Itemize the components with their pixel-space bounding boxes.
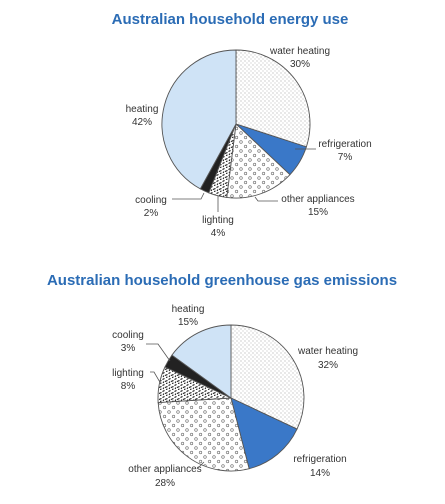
chart-1-pie bbox=[161, 49, 311, 199]
chart-1-slice-heating bbox=[161, 49, 237, 190]
chart-1-value-other-appliances: 15% bbox=[308, 207, 328, 218]
chart-1-label-heating: heating bbox=[126, 104, 159, 115]
chart-2-slice-heating bbox=[171, 324, 232, 399]
chart-1-title: Australian household energy use bbox=[112, 11, 349, 28]
chart-1-leader-cooling bbox=[172, 192, 205, 200]
chart-2-leader-cooling bbox=[146, 343, 171, 362]
chart-1-leader-other-appliances bbox=[254, 196, 278, 202]
chart-2-value-other-appliances: 28% bbox=[155, 478, 175, 489]
chart-1-label-refrigeration: refrigeration bbox=[318, 139, 371, 150]
chart-2-value-heating: 15% bbox=[178, 317, 198, 328]
chart-1-slice-other-appliances bbox=[226, 123, 291, 199]
chart-2-label-heating: heating bbox=[172, 304, 205, 315]
chart-1-value-water-heating: 30% bbox=[290, 59, 310, 70]
chart-1-slice-water-heating bbox=[235, 49, 311, 148]
chart-1-label-lighting: lighting bbox=[202, 215, 234, 226]
chart-1-value-refrigeration: 7% bbox=[338, 152, 353, 163]
chart-1-value-cooling: 2% bbox=[144, 208, 159, 219]
chart-2-value-lighting: 8% bbox=[121, 381, 136, 392]
chart-2-label-other-appliances: other appliances bbox=[128, 464, 201, 475]
chart-2-labels: water heating 32% refrigeration 14% othe… bbox=[112, 304, 358, 489]
chart-2-value-water-heating: 32% bbox=[318, 360, 338, 371]
chart-2-label-lighting: lighting bbox=[112, 368, 144, 379]
chart-2-value-cooling: 3% bbox=[121, 343, 136, 354]
chart-2-label-cooling: cooling bbox=[112, 330, 144, 341]
chart-1-value-heating: 42% bbox=[132, 117, 152, 128]
chart-2-value-refrigeration: 14% bbox=[310, 468, 330, 479]
chart-2-slice-other-appliances bbox=[157, 397, 250, 472]
chart-2-leader-other-appliances bbox=[197, 461, 205, 469]
chart-2-slice-refrigeration bbox=[230, 397, 298, 470]
chart-2-label-water-heating: water heating bbox=[297, 346, 358, 357]
chart-1-labels: water heating 30% refrigeration 7% other… bbox=[126, 46, 372, 239]
chart-2-leader-lighting bbox=[150, 371, 162, 385]
chart-1-label-cooling: cooling bbox=[135, 195, 167, 206]
chart-2-pie bbox=[157, 324, 305, 472]
chart-2-title: Australian household greenhouse gas emis… bbox=[47, 272, 397, 289]
chart-2-slice-water-heating bbox=[230, 324, 305, 430]
chart-2-label-refrigeration: refrigeration bbox=[293, 454, 346, 465]
chart-1-label-other-appliances: other appliances bbox=[281, 194, 354, 205]
chart-1-value-lighting: 4% bbox=[211, 228, 226, 239]
chart-1-label-water-heating: water heating bbox=[269, 46, 330, 57]
